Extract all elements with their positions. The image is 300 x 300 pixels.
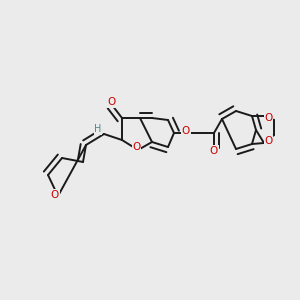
- Text: O: O: [132, 142, 141, 152]
- Text: O: O: [51, 190, 59, 200]
- Text: O: O: [182, 127, 190, 136]
- Text: H: H: [94, 124, 102, 134]
- Text: O: O: [108, 97, 116, 107]
- Text: O: O: [264, 112, 273, 122]
- Text: O: O: [264, 136, 273, 146]
- Text: O: O: [210, 146, 218, 156]
